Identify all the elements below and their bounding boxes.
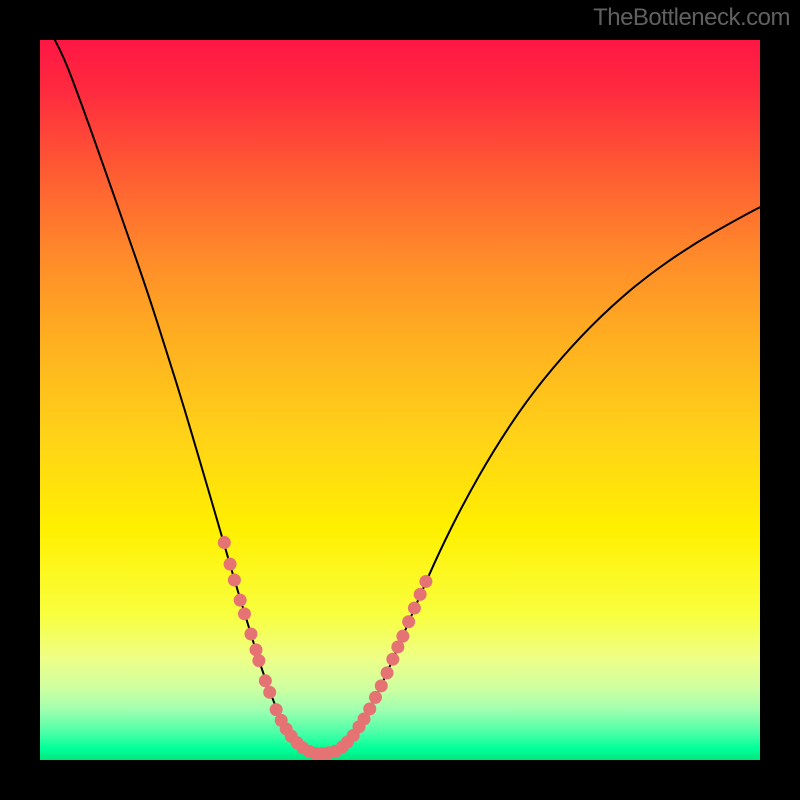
marker-left (244, 628, 257, 641)
marker-right (408, 602, 421, 615)
marker-left (224, 558, 237, 571)
marker-right (381, 666, 394, 679)
marker-right (369, 691, 382, 704)
plot-area (40, 40, 760, 760)
marker-right (386, 653, 399, 666)
marker-left (259, 674, 272, 687)
marker-left (234, 594, 247, 607)
marker-right (419, 575, 432, 588)
bottleneck-chart (40, 40, 760, 760)
watermark-text: TheBottleneck.com (593, 4, 790, 32)
marker-left (252, 654, 265, 667)
marker-left (228, 574, 241, 587)
marker-left (263, 686, 276, 699)
marker-right (396, 630, 409, 643)
marker-right (363, 702, 376, 715)
marker-left (218, 536, 231, 549)
marker-right (414, 588, 427, 601)
marker-right (375, 679, 388, 692)
marker-right (402, 615, 415, 628)
marker-left (238, 607, 251, 620)
image-container: TheBottleneck.com (0, 0, 800, 800)
